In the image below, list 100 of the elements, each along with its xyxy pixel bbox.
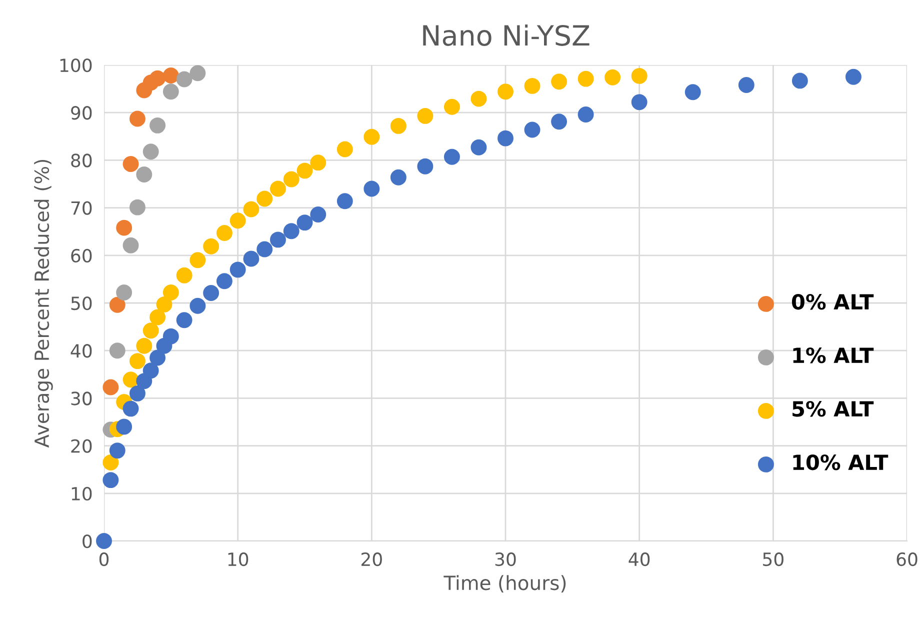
point	[230, 262, 246, 278]
y-tick-label: 0	[82, 534, 92, 548]
point	[296, 214, 313, 231]
point	[122, 237, 139, 254]
point	[176, 71, 192, 88]
point	[230, 212, 246, 229]
point	[142, 322, 159, 339]
x-tick-label: 30	[495, 552, 516, 566]
point	[364, 180, 380, 197]
point	[116, 418, 132, 435]
point	[270, 232, 286, 248]
x-tick-label: 0	[99, 552, 109, 566]
y-tick-label: 50	[71, 296, 92, 310]
point	[122, 372, 139, 388]
point	[296, 162, 313, 179]
point	[310, 206, 326, 222]
legend-label: 5% ALT	[792, 400, 874, 417]
point	[96, 533, 112, 549]
point	[243, 250, 260, 267]
point	[156, 296, 172, 312]
point	[336, 193, 353, 210]
point	[524, 78, 540, 94]
point	[444, 148, 460, 165]
point	[470, 90, 487, 107]
point	[470, 139, 487, 156]
point	[631, 94, 648, 110]
y-tick-label: 20	[71, 439, 92, 453]
point	[203, 238, 220, 254]
point	[792, 72, 808, 89]
point	[109, 442, 126, 459]
x-tick-label: 60	[896, 552, 918, 566]
point	[129, 353, 146, 370]
point	[216, 225, 232, 242]
point	[129, 199, 146, 216]
point	[136, 338, 152, 354]
y-tick-label: 60	[71, 248, 92, 263]
point	[176, 312, 192, 328]
point	[150, 309, 166, 326]
point	[162, 84, 179, 100]
x-tick-label: 10	[228, 552, 248, 566]
point	[176, 267, 192, 284]
x-tick-label: 40	[628, 552, 650, 566]
point	[551, 74, 568, 90]
point	[109, 342, 126, 359]
point	[116, 220, 132, 236]
point	[738, 77, 754, 93]
y-tick-label: 100	[60, 58, 92, 72]
point	[190, 298, 206, 314]
point	[216, 273, 232, 290]
point	[256, 241, 273, 258]
point	[417, 158, 434, 174]
point	[498, 84, 514, 100]
point	[684, 84, 701, 100]
point	[256, 190, 273, 207]
point	[162, 284, 179, 301]
y-tick-label: 40	[70, 344, 92, 358]
point	[142, 144, 159, 160]
y-axis-title: Average Percent Reduced (%)	[34, 160, 53, 448]
point	[283, 171, 300, 188]
point	[498, 130, 514, 146]
point	[190, 252, 206, 268]
point	[336, 141, 353, 158]
x-axis-title: Time (hours)	[444, 575, 566, 592]
point	[524, 122, 540, 138]
point	[578, 106, 594, 122]
point	[129, 110, 146, 127]
point	[122, 156, 139, 172]
x-tick-label: 20	[362, 552, 382, 566]
y-tick-label: 30	[71, 392, 92, 406]
legend-label: 0% ALT	[792, 294, 874, 310]
point	[122, 400, 139, 417]
point	[116, 284, 132, 301]
point	[142, 362, 159, 379]
legend-label: 10% ALT	[793, 454, 888, 470]
point	[190, 65, 206, 82]
point	[150, 117, 166, 134]
point	[102, 379, 119, 396]
point	[390, 118, 406, 134]
x-tick-label: 50	[763, 552, 784, 566]
point	[109, 296, 126, 313]
y-tick-label: 80	[71, 154, 92, 168]
point	[102, 472, 119, 488]
point	[364, 128, 380, 145]
point	[150, 70, 166, 86]
point	[417, 108, 434, 124]
y-tick-label: 70	[71, 201, 92, 215]
y-tick-label: 10	[72, 486, 92, 501]
point	[162, 328, 179, 344]
point	[551, 114, 568, 130]
point	[203, 285, 220, 301]
point	[270, 180, 286, 197]
y-tick-label: 90	[71, 106, 92, 120]
point	[150, 350, 166, 366]
point	[129, 385, 146, 402]
legend-label: 1% ALT	[793, 347, 874, 364]
point	[578, 70, 594, 87]
point	[390, 169, 406, 186]
point	[444, 98, 460, 115]
point	[604, 69, 621, 86]
chart-title: Nano Ni-YSZ	[423, 24, 590, 46]
